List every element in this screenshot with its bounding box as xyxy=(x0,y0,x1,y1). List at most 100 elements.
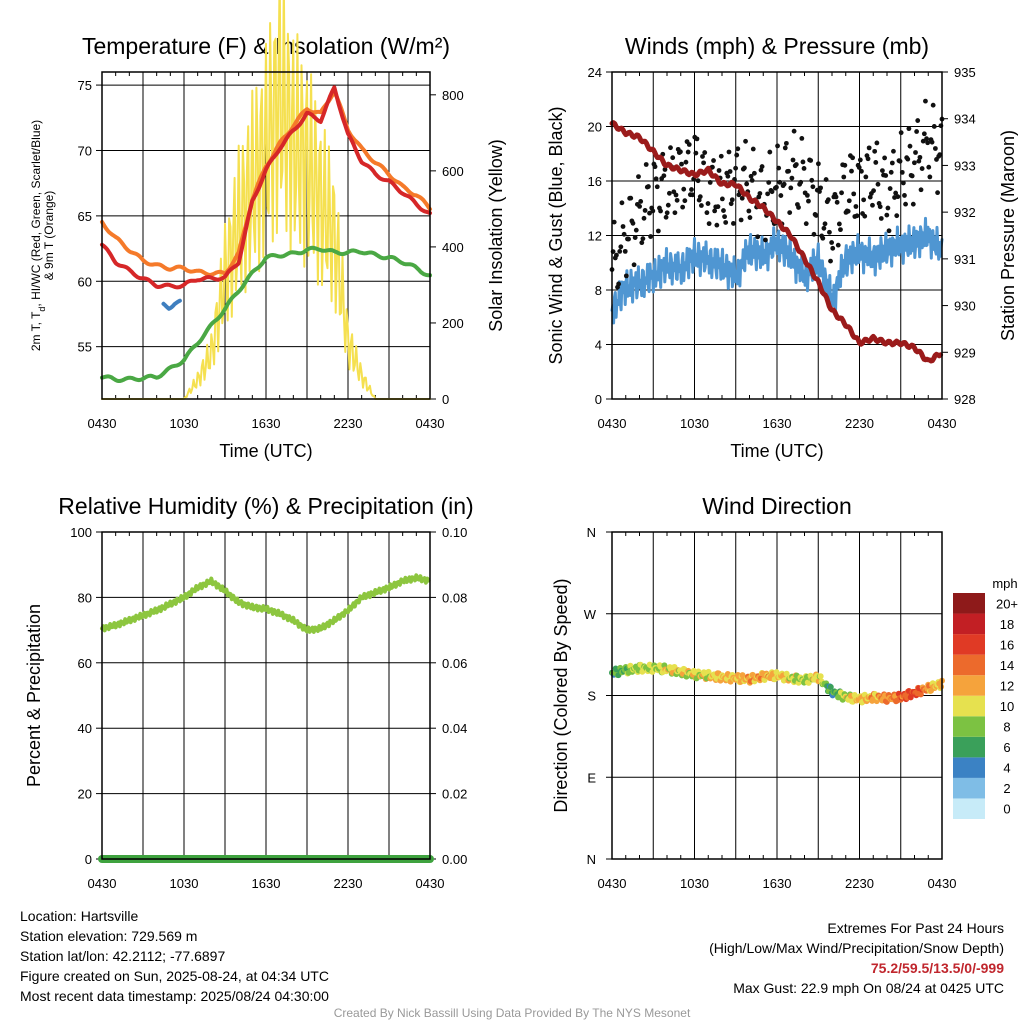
gust-point xyxy=(849,168,854,174)
y2-tick-label: 400 xyxy=(442,240,464,255)
gust-point xyxy=(711,158,716,163)
gust-point xyxy=(836,221,842,227)
gust-point xyxy=(631,262,637,268)
y2-tick-label: 934 xyxy=(954,112,976,127)
colorbar-swatch xyxy=(953,777,985,799)
x-tick-label: 0430 xyxy=(598,416,627,431)
colorbar-swatch xyxy=(953,634,985,655)
y2-axis-label: Solar Insolation (Yellow) xyxy=(486,139,506,331)
gust-point xyxy=(682,198,688,204)
colorbar-label: 14 xyxy=(1000,658,1014,673)
gust-point xyxy=(870,202,875,208)
x-tick-label: 2230 xyxy=(334,876,363,891)
x-tick-label: 2230 xyxy=(845,416,874,431)
direction-point xyxy=(705,668,712,675)
gust-point xyxy=(723,220,729,225)
gust-point xyxy=(686,142,692,147)
gust-point xyxy=(919,166,925,171)
gust-point xyxy=(932,146,938,151)
gust-point xyxy=(767,149,773,155)
gust-point xyxy=(867,194,873,200)
gust-point xyxy=(619,200,625,206)
gust-point xyxy=(859,168,864,174)
gust-point xyxy=(777,179,783,185)
gust-point xyxy=(878,216,884,221)
gust-point xyxy=(920,138,926,144)
x-tick-label: 1630 xyxy=(763,416,792,431)
gust-point xyxy=(646,184,651,189)
gust-point xyxy=(903,201,908,207)
gust-point xyxy=(728,201,734,207)
gust-point xyxy=(630,220,636,226)
gust-point xyxy=(716,168,722,173)
y2-axis-label: Station Pressure (Maroon) xyxy=(998,130,1018,341)
gust-point xyxy=(806,198,811,204)
gust-point xyxy=(681,186,687,192)
y-tick-label: 0 xyxy=(85,852,92,867)
y-tick-label: 20 xyxy=(588,120,602,135)
gust-point xyxy=(640,236,646,242)
gust-point xyxy=(935,190,940,196)
gust-point xyxy=(838,227,843,233)
y-tick-label: 4 xyxy=(595,338,602,353)
gust-point xyxy=(742,165,747,171)
x-tick-label: 0430 xyxy=(928,416,957,431)
gust-point xyxy=(750,146,756,152)
extremes-values: 75.2/59.5/13.5/0/-999 xyxy=(870,960,1004,976)
gust-point xyxy=(880,168,885,173)
panel-4: 0430 1030 1630 2230 0430 Wind Direction N E S W N D… xyxy=(551,493,1018,891)
gust-point xyxy=(872,148,878,154)
gust-point xyxy=(623,273,629,279)
gust-point xyxy=(763,237,768,243)
y2-tick-label: 932 xyxy=(954,205,976,220)
gust-point xyxy=(755,234,761,240)
gust-point xyxy=(678,149,683,155)
gust-point xyxy=(937,152,943,158)
y2-tick-label: 0.00 xyxy=(442,852,467,867)
y2-tick-label: 931 xyxy=(954,252,976,267)
gust-point xyxy=(722,214,727,220)
y2-tick-label: 0.08 xyxy=(442,590,467,605)
gust-point xyxy=(729,197,735,203)
gust-point xyxy=(894,213,900,219)
gust-point xyxy=(822,221,828,227)
y-tick-label: 16 xyxy=(588,174,602,189)
gust-point xyxy=(793,162,799,167)
gust-point xyxy=(652,164,658,170)
gust-point xyxy=(664,210,670,216)
colorbar-title: mph xyxy=(992,576,1017,591)
gust-point xyxy=(718,153,724,159)
gust-point xyxy=(833,194,839,200)
y-axis-label-part: , HI/WC (Red, Green, Scarlet/Blue) xyxy=(29,120,43,307)
series-line-2 xyxy=(100,245,432,383)
gust-point xyxy=(704,210,710,216)
gust-point xyxy=(714,222,720,228)
gust-point xyxy=(637,204,642,209)
gust-point xyxy=(787,210,793,216)
gust-point xyxy=(827,229,832,235)
gust-point xyxy=(706,221,712,227)
gust-point xyxy=(834,199,840,205)
gust-point xyxy=(643,162,649,167)
y2-tick-label: 800 xyxy=(442,88,464,103)
gust-point xyxy=(734,152,740,158)
gust-point xyxy=(726,149,732,155)
x-tick-label: 2230 xyxy=(334,416,363,431)
y-axis-label-sub: d xyxy=(37,307,47,312)
gust-point xyxy=(898,130,904,136)
gust-point xyxy=(829,240,835,245)
colorbar-swatch xyxy=(953,736,985,758)
gust-point xyxy=(655,228,661,234)
gust-point xyxy=(766,180,772,185)
gust-point xyxy=(695,178,701,184)
gust-point xyxy=(914,129,920,134)
gust-point xyxy=(639,240,645,246)
gust-point xyxy=(926,164,932,170)
gust-point xyxy=(719,196,725,202)
gust-point xyxy=(744,181,750,187)
gust-point xyxy=(638,199,644,204)
colorbar-label: 20+ xyxy=(996,596,1018,611)
gust-point xyxy=(620,224,626,229)
